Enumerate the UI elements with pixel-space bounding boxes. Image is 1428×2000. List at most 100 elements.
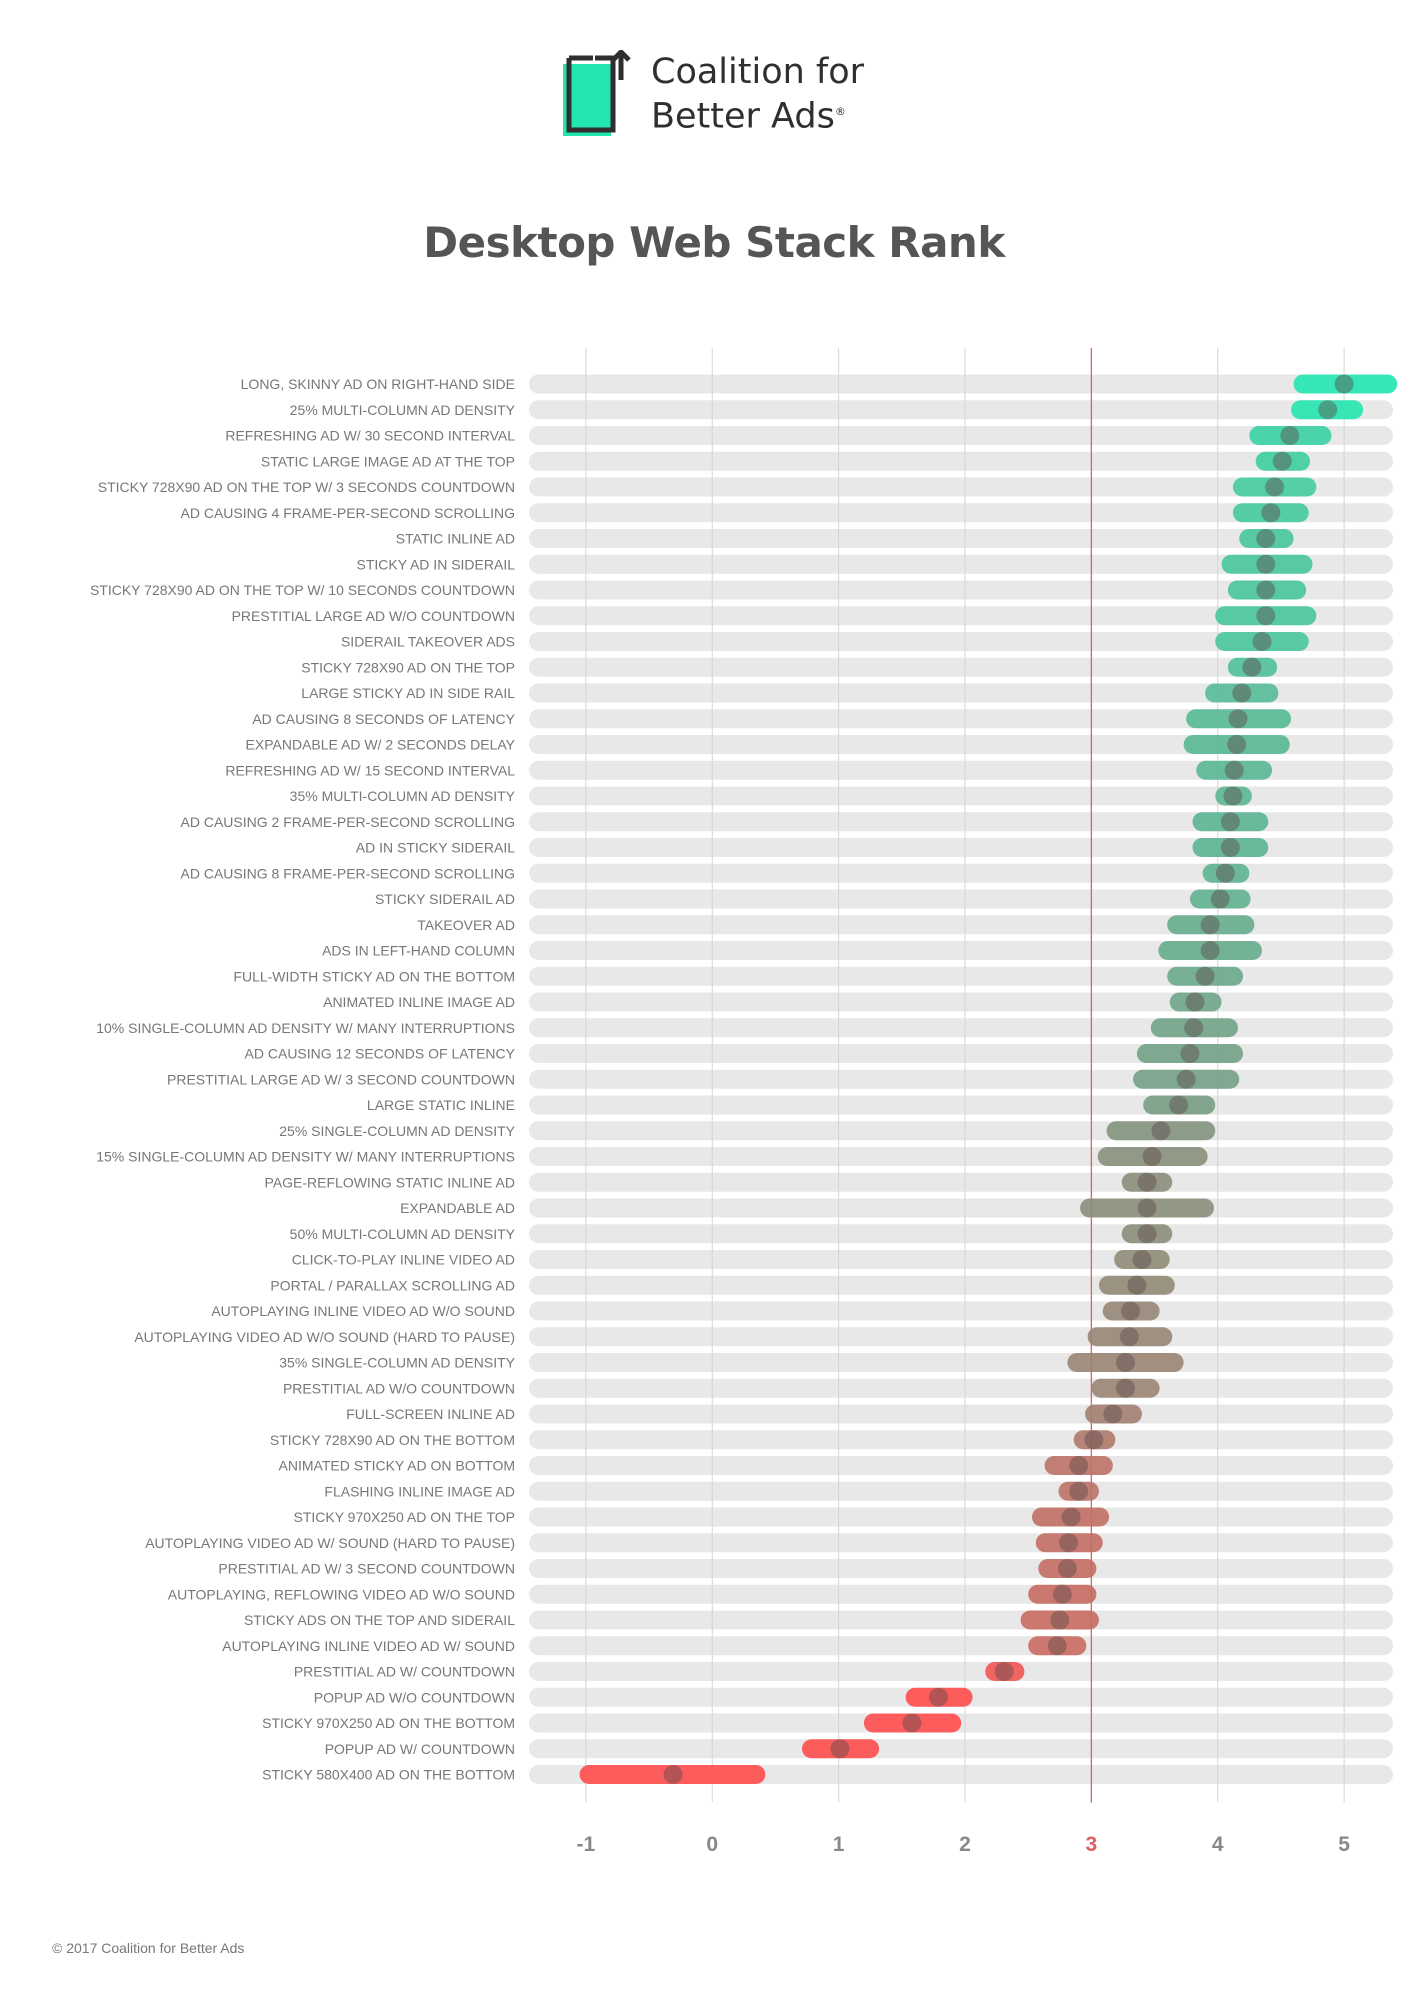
mean-dot [1232, 683, 1252, 703]
range-bar [1028, 1636, 1087, 1656]
row-track [529, 374, 1393, 394]
row-label: PRESTITIAL AD W/ COUNTDOWN [294, 1664, 515, 1680]
row-track [529, 915, 1393, 935]
row-label: 25% SINGLE-COLUMN AD DENSITY [279, 1123, 515, 1139]
row-label: STICKY 970X250 AD ON THE TOP [293, 1509, 515, 1525]
logo-line-1: Coalition for [651, 52, 865, 92]
mean-dot [902, 1713, 922, 1733]
range-bar [1091, 1378, 1160, 1398]
mean-dot [1256, 554, 1276, 574]
x-tick-label: 1 [833, 1833, 845, 1856]
row-label: REFRESHING AD W/ 30 SECOND INTERVAL [225, 428, 515, 444]
row-track [529, 1172, 1393, 1192]
row-label: AD CAUSING 8 FRAME-PER-SECOND SCROLLING [181, 865, 516, 881]
row-label: PAGE-REFLOWING STATIC INLINE AD [265, 1174, 515, 1190]
row-track [529, 1404, 1393, 1424]
row-track [529, 1301, 1393, 1321]
row-track [529, 709, 1393, 729]
mean-dot [1184, 1018, 1204, 1038]
mean-dot [1059, 1533, 1079, 1553]
mean-dot [663, 1765, 683, 1784]
range-bar [1121, 1172, 1173, 1192]
row-label: PRESTITIAL LARGE AD W/ 3 SECOND COUNTDOW… [167, 1071, 515, 1087]
range-bar [1167, 915, 1255, 935]
row-track [529, 812, 1393, 832]
mean-dot [1252, 632, 1272, 651]
row-label: STICKY 728X90 AD ON THE TOP W/ 3 SECONDS… [98, 479, 515, 495]
row-track [529, 1584, 1393, 1604]
mean-dot [1256, 580, 1276, 600]
mean-dot [1052, 1584, 1072, 1604]
row-label: AUTOPLAYING INLINE VIDEO AD W/ SOUND [222, 1638, 515, 1654]
mean-dot [1169, 1095, 1189, 1115]
row-track [529, 1456, 1393, 1475]
mean-dot [1137, 1198, 1157, 1218]
mean-dot [928, 1687, 948, 1707]
mean-dot [1057, 1559, 1077, 1578]
row-label: AUTOPLAYING, REFLOWING VIDEO AD W/O SOUN… [168, 1586, 515, 1602]
mean-dot [1220, 812, 1240, 832]
logo-line-2: Better Ads® [651, 92, 864, 137]
x-tick-label: -1 [577, 1833, 596, 1856]
row-track [529, 1430, 1393, 1450]
mean-dot [1256, 529, 1276, 548]
row-label: POPUP AD W/ COUNTDOWN [325, 1741, 515, 1757]
row-track [529, 1018, 1393, 1038]
row-track [529, 966, 1393, 986]
range-bar [1150, 1018, 1238, 1038]
copyright-footer: © 2017 Coalition for Better Ads [52, 1940, 245, 1956]
row-label: AD CAUSING 4 FRAME-PER-SECOND SCROLLING [181, 505, 516, 521]
range-bar [1106, 1121, 1216, 1141]
range-bar [1028, 1584, 1097, 1604]
stack-rank-chart: LONG, SKINNY AD ON RIGHT-HAND SIDE 25% MU… [90, 348, 1398, 1856]
row-track [529, 1095, 1393, 1115]
range-bar [1085, 1404, 1142, 1424]
range-bar [1192, 838, 1269, 857]
logo-line-2-text: Better Ads [651, 96, 835, 137]
range-bar [1136, 1044, 1244, 1063]
range-bar [1249, 426, 1332, 445]
range-bar [1158, 941, 1262, 960]
mean-dot [1069, 1481, 1089, 1501]
row-track [529, 1559, 1393, 1578]
range-bar [1121, 1224, 1173, 1244]
row-track [529, 1275, 1393, 1295]
range-bar [1189, 889, 1251, 909]
row-track [529, 1147, 1393, 1166]
row-track [529, 760, 1393, 780]
row-label: STICKY 728X90 AD ON THE BOTTOM [270, 1432, 515, 1448]
x-tick-label: 5 [1338, 1833, 1350, 1856]
row-label: REFRESHING AD W/ 15 SECOND INTERVAL [225, 762, 515, 778]
range-bar [579, 1765, 766, 1784]
row-track [529, 1327, 1393, 1347]
range-bar [1183, 735, 1290, 754]
mean-dot [1084, 1430, 1104, 1450]
mean-dot [1103, 1404, 1123, 1424]
row-label: ANIMATED INLINE IMAGE AD [323, 994, 515, 1010]
chart-title: Desktop Web Stack Rank [423, 218, 1005, 267]
range-bar [1205, 683, 1279, 703]
range-bar [1044, 1456, 1113, 1475]
row-label: 50% MULTI-COLUMN AD DENSITY [290, 1226, 516, 1242]
row-track [529, 1044, 1393, 1063]
row-track [529, 1378, 1393, 1398]
row-label: 25% MULTI-COLUMN AD DENSITY [290, 402, 516, 418]
mean-dot [1242, 657, 1262, 677]
range-bar [1058, 1481, 1099, 1501]
mean-dot [1127, 1275, 1147, 1295]
mean-dot [1227, 735, 1247, 754]
mean-dot [1195, 966, 1215, 986]
logo-icon [563, 50, 631, 136]
row-track [529, 1507, 1393, 1527]
range-bar [1098, 1275, 1175, 1295]
row-track [529, 1121, 1393, 1141]
row-label: STICKY 728X90 AD ON THE TOP [301, 659, 515, 675]
row-label: ADS IN LEFT-HAND COLUMN [322, 943, 515, 959]
row-track [529, 735, 1393, 754]
row-track [529, 400, 1393, 420]
row-label: 35% MULTI-COLUMN AD DENSITY [290, 788, 516, 804]
mean-dot [1200, 941, 1220, 960]
mean-dot [1200, 915, 1220, 935]
range-bar [1196, 760, 1273, 780]
row-track [529, 1636, 1393, 1656]
